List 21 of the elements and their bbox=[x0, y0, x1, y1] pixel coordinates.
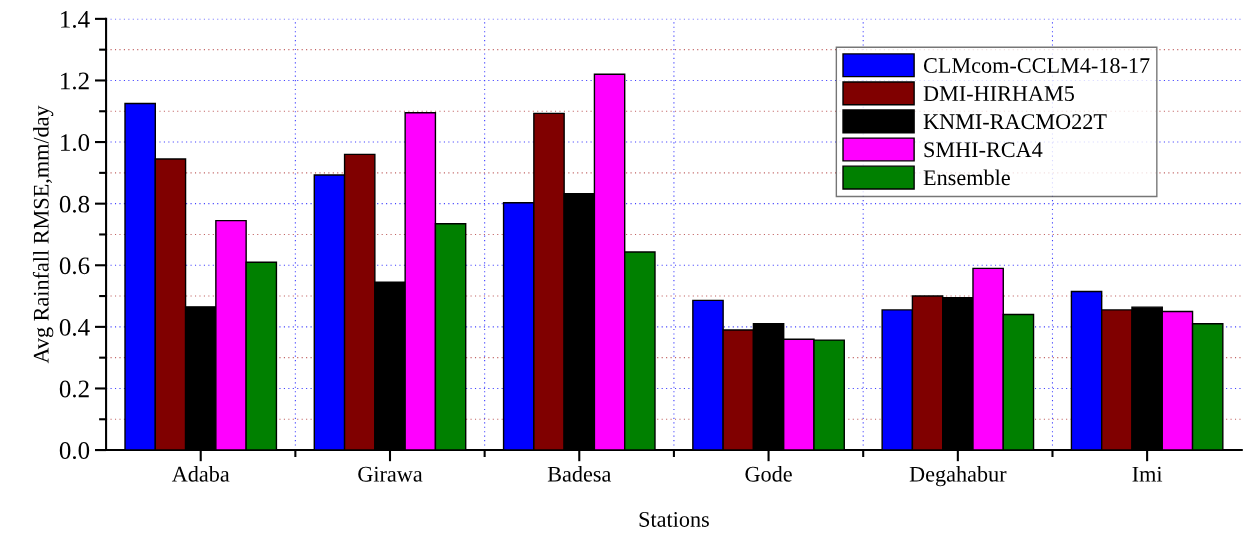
x-tick-label: Gode bbox=[745, 466, 792, 482]
y-tick-label: 0.6 bbox=[59, 257, 90, 275]
x-tick-label: Degahabur bbox=[909, 466, 1007, 487]
legend-label: Ensemble bbox=[923, 169, 1010, 186]
x-axis-title: Stations bbox=[639, 511, 709, 527]
y-axis-title: Avg Rainfall RMSE,mm/day bbox=[32, 105, 54, 364]
x-tick-label: Adaba bbox=[171, 466, 230, 482]
legend-label: KNMI-RACMO22T bbox=[923, 114, 1107, 130]
y-tick-label: 1.4 bbox=[61, 11, 90, 28]
legend-label: SMHI-RCA4 bbox=[924, 142, 1043, 158]
x-tick-label: Girawa bbox=[358, 466, 423, 482]
x-tick-label: Badesa bbox=[547, 466, 612, 482]
y-tick-label: 0.8 bbox=[59, 195, 90, 213]
legend-label: DMI-HIRHAM5 bbox=[923, 86, 1074, 102]
y-tick-label: 0.2 bbox=[59, 380, 89, 398]
x-tick-label: Imi bbox=[1132, 466, 1163, 482]
legend-label: CLMcom-CCLM4-18-17 bbox=[923, 58, 1150, 73]
y-tick-label: 1.0 bbox=[61, 134, 90, 152]
y-tick-label: 1.2 bbox=[61, 72, 89, 90]
y-tick-label: 0.0 bbox=[59, 442, 90, 460]
y-tick-label: 0.4 bbox=[59, 318, 90, 336]
